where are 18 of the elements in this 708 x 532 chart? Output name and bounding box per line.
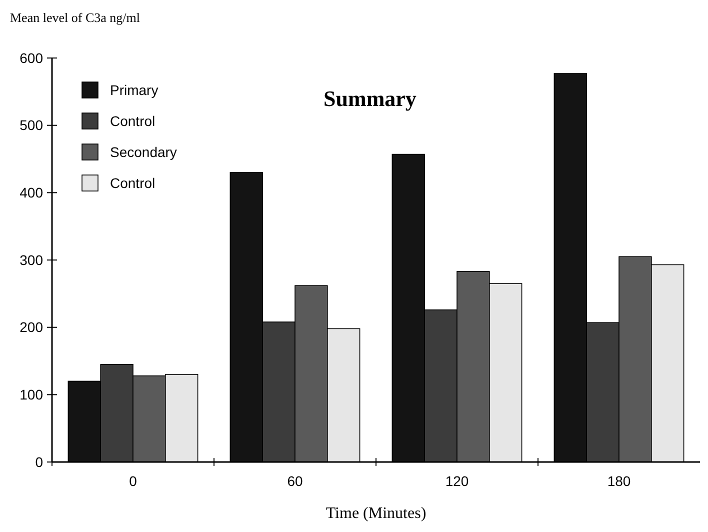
x-tick-label: 180 [607, 473, 631, 489]
y-tick-label: 600 [20, 50, 44, 66]
x-tick-label: 60 [287, 473, 303, 489]
x-tick-label: 120 [445, 473, 469, 489]
y-tick-label: 400 [20, 184, 44, 201]
y-tick-label: 300 [20, 252, 44, 268]
y-tick-label: 200 [20, 319, 44, 336]
legend-label: Secondary [110, 144, 177, 160]
legend-label: Control [110, 112, 156, 129]
legend-label: Primary [110, 82, 158, 98]
y-tick-label: 500 [20, 117, 44, 134]
x-tick-label: 0 [129, 473, 138, 489]
y-axis-title: Mean level of C3a ng/ml [10, 10, 140, 25]
y-tick-label: 100 [20, 386, 44, 403]
text: Summary [324, 86, 416, 111]
x-axis-title: Time (Minutes) [326, 505, 426, 522]
y-tick-label: 0 [35, 454, 44, 470]
legend-label: Control [110, 174, 156, 191]
